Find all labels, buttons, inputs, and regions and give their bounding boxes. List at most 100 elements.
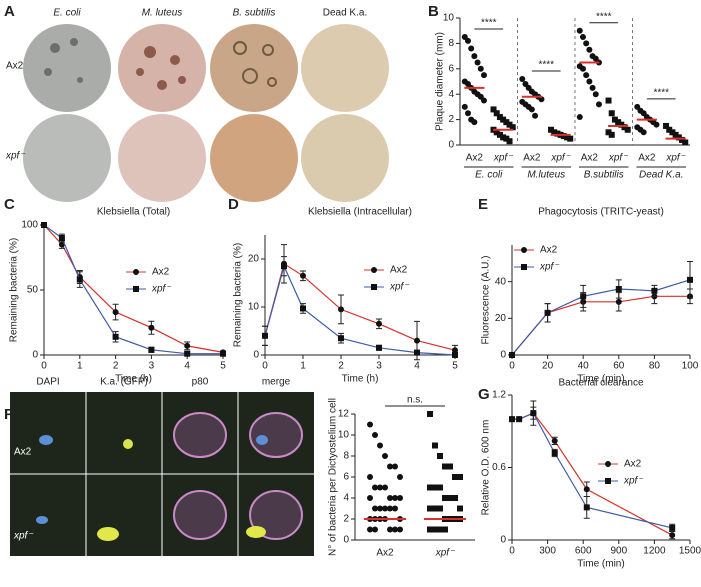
marker — [382, 453, 388, 459]
series-line — [512, 412, 673, 536]
marker — [530, 410, 537, 417]
marker — [367, 495, 373, 501]
column-label: Dead K.a. — [323, 8, 367, 19]
row-label: xpf⁻ — [5, 151, 25, 162]
legend-marker — [133, 269, 139, 275]
marker — [112, 333, 119, 340]
marker — [496, 114, 503, 121]
y-axis-label: N° of bacteria per Dictyostelium cell — [328, 398, 339, 556]
x-tick-label: 2 — [338, 361, 344, 372]
marker — [480, 97, 487, 104]
marker — [548, 126, 555, 133]
y-axis-label: Plaque diameter (mm) — [435, 32, 446, 131]
column-label: M. luteus — [142, 8, 183, 19]
marker — [605, 97, 612, 104]
marker — [220, 350, 226, 357]
plate-image — [23, 114, 111, 202]
y-axis-label: Relative O.D. 600 nm — [481, 420, 492, 516]
y-tick-label: 0 — [32, 350, 38, 361]
gfp-signal — [123, 439, 133, 449]
plate-image — [210, 24, 298, 112]
marker — [392, 505, 398, 512]
marker — [532, 112, 539, 119]
marker — [509, 416, 515, 423]
marker — [544, 309, 551, 316]
marker — [382, 505, 388, 512]
marker — [338, 306, 344, 313]
marker — [653, 121, 660, 128]
marker — [583, 504, 590, 511]
column-label: p80 — [192, 377, 209, 388]
marker — [675, 134, 682, 141]
legend-marker — [371, 267, 377, 273]
y-tick-label: 6 — [448, 63, 454, 74]
panel-letter: B — [428, 3, 439, 20]
marker — [586, 78, 593, 85]
marker — [397, 474, 403, 480]
marker — [493, 129, 500, 136]
marker — [382, 484, 388, 491]
column-label: E. coli — [53, 8, 81, 19]
plate-image — [301, 114, 389, 202]
marker — [624, 126, 631, 133]
panel-letter: E — [478, 196, 488, 213]
x-tick-label: 40 — [578, 361, 590, 372]
x-tick-label: 0 — [262, 361, 268, 372]
marker — [669, 524, 676, 531]
marker — [447, 463, 453, 470]
separators — [10, 392, 314, 556]
y-tick-label: 20 — [248, 254, 260, 265]
marker — [669, 129, 676, 136]
merge-signal — [246, 526, 266, 538]
legend-marker — [521, 247, 527, 253]
x-axis-label: Time (min) — [577, 559, 624, 570]
significance-label: **** — [596, 11, 612, 22]
marker — [427, 411, 433, 417]
series-line — [264, 264, 456, 356]
marker — [519, 75, 526, 82]
panel-letter: G — [478, 386, 490, 403]
marker — [500, 134, 507, 141]
marker — [551, 437, 558, 444]
marker — [427, 484, 433, 491]
y-tick-label: 12 — [338, 409, 350, 420]
marker — [474, 59, 481, 66]
marker — [500, 116, 507, 123]
x-tick-label: Ax2 — [638, 153, 656, 164]
marker — [608, 131, 615, 138]
panel-f-images: F DAPI K.a. (GFP) p80 merge Ax2 xpf⁻ — [4, 377, 314, 556]
legend-label: Ax2 — [390, 265, 408, 276]
marker — [493, 110, 500, 117]
marker — [457, 474, 463, 480]
x-tick-label: xpf⁻ — [550, 153, 570, 164]
x-tick-label: 300 — [539, 546, 556, 557]
marker — [148, 324, 155, 331]
marker — [615, 286, 622, 292]
marker — [432, 505, 438, 512]
plaques — [136, 46, 186, 90]
marker — [437, 526, 443, 533]
x-axis-label: Time (h) — [342, 374, 379, 385]
series-line — [512, 412, 673, 529]
x-tick-label: 80 — [649, 361, 661, 372]
marker — [464, 37, 471, 44]
y-tick-label: 20 — [495, 313, 507, 324]
legend-marker — [371, 284, 377, 290]
y-axis-label: Remaining bacteria (%) — [233, 243, 244, 348]
marker — [58, 235, 65, 241]
y-tick-label: 0.6 — [492, 462, 506, 473]
marker — [457, 505, 463, 512]
x-tick-label: 1 — [300, 361, 306, 372]
marker — [666, 126, 673, 133]
dapi-signal — [36, 516, 48, 524]
marker — [392, 495, 398, 501]
marker — [300, 305, 306, 312]
group-label: M.luteus — [527, 170, 565, 181]
marker — [372, 526, 378, 533]
marker — [262, 332, 268, 339]
x-tick-label: 1500 — [679, 546, 701, 557]
marker — [376, 320, 382, 327]
marker — [452, 347, 458, 354]
marker — [447, 495, 453, 501]
